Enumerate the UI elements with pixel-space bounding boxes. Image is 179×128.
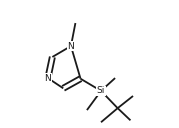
Text: N: N: [45, 74, 51, 83]
Text: N: N: [67, 42, 74, 51]
Text: Si: Si: [97, 86, 105, 95]
